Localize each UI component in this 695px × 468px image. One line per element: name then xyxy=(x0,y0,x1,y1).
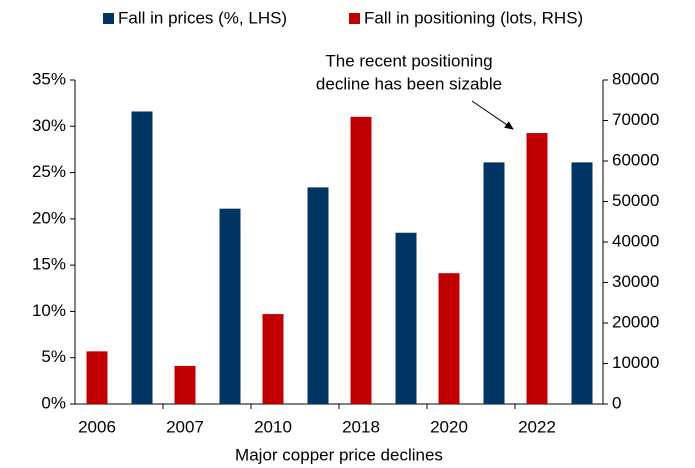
bar xyxy=(174,365,196,404)
y-tick-label: 25% xyxy=(32,162,66,181)
y2-tick-label: 60000 xyxy=(612,150,659,169)
bar xyxy=(438,273,460,404)
x-tick-label: 2007 xyxy=(166,417,204,436)
y2-tick-label: 70000 xyxy=(612,110,659,129)
y-tick-label: 20% xyxy=(32,208,66,227)
bar xyxy=(86,351,108,404)
x-tick-label: 2022 xyxy=(518,417,556,436)
legend-label: Fall in prices (%, LHS) xyxy=(118,8,287,27)
x-tick-label: 2020 xyxy=(430,417,468,436)
annotation-arrow xyxy=(471,100,514,130)
bar xyxy=(131,111,153,404)
y-tick-label: 15% xyxy=(32,255,66,274)
annotation: The recent positioning xyxy=(325,51,492,70)
bar xyxy=(262,314,284,404)
y-tick-label: 0% xyxy=(41,393,66,412)
y-tick-label: 35% xyxy=(32,69,66,88)
y2-tick-label: 0 xyxy=(612,393,621,412)
y2-tick-label: 30000 xyxy=(612,272,659,291)
y2-tick-label: 10000 xyxy=(612,353,659,372)
annotation: decline has been sizable xyxy=(316,74,502,93)
bar xyxy=(571,162,593,404)
legend-swatch xyxy=(103,13,114,24)
bar xyxy=(307,187,329,404)
y-tick-label: 10% xyxy=(32,301,66,320)
y2-tick-label: 40000 xyxy=(612,231,659,250)
x-tick-label: 2018 xyxy=(342,417,380,436)
bar xyxy=(483,162,505,404)
bar xyxy=(395,232,417,404)
x-tick-label: 2006 xyxy=(78,417,116,436)
legend-label: Fall in positioning (lots, RHS) xyxy=(364,8,583,27)
y2-tick-label: 50000 xyxy=(612,191,659,210)
y-tick-label: 30% xyxy=(32,116,66,135)
bar xyxy=(350,116,372,404)
legend-swatch xyxy=(349,13,360,24)
bar xyxy=(526,133,548,404)
y2-tick-label: 80000 xyxy=(612,69,659,88)
x-axis-label: Major copper price declines xyxy=(235,445,443,464)
y2-tick-label: 20000 xyxy=(612,312,659,331)
bar xyxy=(219,208,241,404)
y-tick-label: 5% xyxy=(41,347,66,366)
x-tick-label: 2010 xyxy=(254,417,292,436)
